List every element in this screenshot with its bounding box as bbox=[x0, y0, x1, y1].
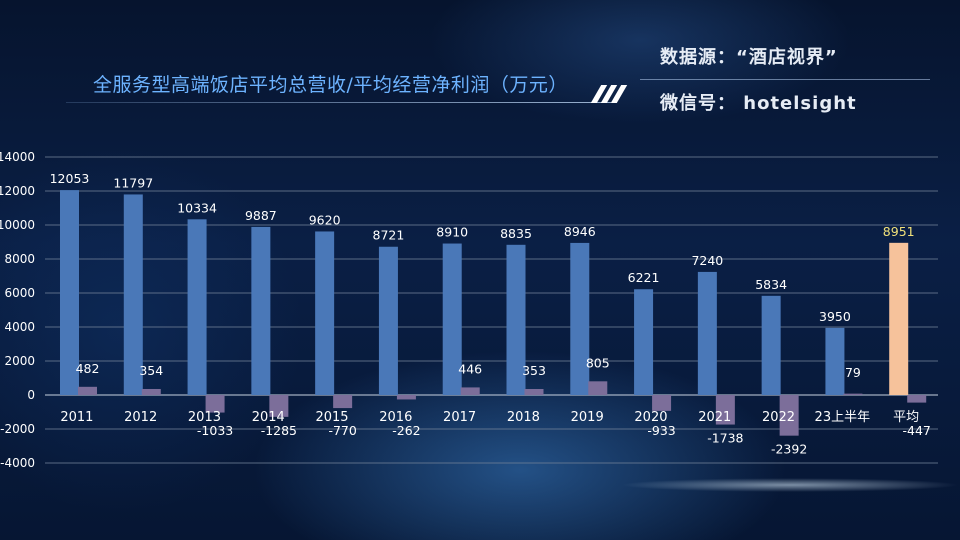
light-streak bbox=[620, 478, 960, 492]
revenue-bar bbox=[251, 226, 271, 395]
revenue-bar bbox=[315, 231, 335, 395]
revenue-bar bbox=[697, 271, 717, 395]
source-divider bbox=[640, 79, 930, 80]
revenue-bar bbox=[442, 243, 462, 395]
x-tick-label: 2018 bbox=[507, 410, 540, 425]
profit-bar bbox=[524, 388, 544, 395]
y-tick-label: 4000 bbox=[4, 320, 35, 334]
profit-bar bbox=[715, 395, 735, 425]
profit-data-label: -1738 bbox=[707, 431, 743, 446]
profit-bar bbox=[333, 395, 353, 409]
y-tick-label: 0 bbox=[27, 388, 35, 402]
revenue-bar bbox=[60, 190, 79, 395]
profit-data-label: 805 bbox=[586, 355, 610, 370]
chart-title: 全服务型高端饭店平均总营收/平均经营净利润（万元） bbox=[93, 74, 568, 96]
x-tick-label: 2011 bbox=[60, 410, 93, 425]
x-tick-label: 2012 bbox=[124, 410, 157, 425]
x-tick-label: 2016 bbox=[379, 410, 412, 425]
profit-data-label: -447 bbox=[903, 423, 931, 438]
revenue-bar bbox=[761, 295, 781, 395]
profit-bar bbox=[907, 395, 927, 403]
wechat-id: 微信号： hotelsight bbox=[660, 93, 857, 114]
profit-data-label: 354 bbox=[139, 363, 163, 378]
x-tick-label: 23上半年 bbox=[815, 410, 871, 425]
revenue-data-label: 8946 bbox=[564, 224, 596, 239]
revenue-bar bbox=[825, 327, 845, 395]
profit-bar bbox=[652, 395, 672, 411]
y-tick-label: 14000 bbox=[0, 150, 35, 164]
revenue-data-label: 3950 bbox=[819, 309, 851, 324]
profit-data-label: -770 bbox=[328, 423, 356, 438]
profit-data-label: -2392 bbox=[771, 442, 807, 457]
revenue-data-label: 6221 bbox=[628, 270, 660, 285]
x-tick-label: 2019 bbox=[571, 410, 604, 425]
profit-data-label: -1285 bbox=[261, 423, 297, 438]
x-tick-label: 2022 bbox=[762, 410, 795, 425]
revenue-data-label: 8835 bbox=[500, 226, 532, 241]
profit-data-label: -1033 bbox=[197, 423, 233, 438]
y-tick-label: 8000 bbox=[4, 252, 35, 266]
x-tick-label: 2014 bbox=[252, 410, 285, 425]
revenue-bar bbox=[506, 244, 526, 395]
revenue-data-label: 9887 bbox=[245, 208, 277, 223]
profit-bar bbox=[396, 395, 416, 400]
profit-data-label: 353 bbox=[522, 363, 546, 378]
y-tick-label: 6000 bbox=[4, 286, 35, 300]
revenue-data-label: 7240 bbox=[691, 253, 723, 268]
profit-bar bbox=[460, 387, 480, 395]
title-underline bbox=[66, 102, 611, 103]
revenue-data-label: 10334 bbox=[177, 200, 217, 215]
revenue-bar bbox=[889, 242, 909, 395]
x-tick-label: 平均 bbox=[893, 410, 919, 425]
profit-bar bbox=[588, 381, 608, 395]
y-tick-label: -2000 bbox=[0, 422, 35, 436]
profit-data-label: 446 bbox=[458, 361, 482, 376]
y-tick-label: 2000 bbox=[4, 354, 35, 368]
y-tick-label: -4000 bbox=[0, 456, 35, 470]
revenue-bar bbox=[378, 246, 398, 395]
profit-bar bbox=[269, 395, 289, 417]
x-tick-label: 2021 bbox=[698, 410, 731, 425]
revenue-bar bbox=[634, 289, 654, 395]
profit-data-label: 79 bbox=[845, 365, 861, 380]
data-source: 数据源：“酒店视界” bbox=[660, 47, 838, 68]
x-tick-label: 2020 bbox=[634, 410, 667, 425]
profit-data-label: -262 bbox=[392, 423, 420, 438]
revenue-data-label: 11797 bbox=[113, 175, 153, 190]
revenue-bar bbox=[570, 242, 590, 395]
profit-bar bbox=[205, 395, 225, 413]
profit-data-label: 482 bbox=[76, 361, 100, 376]
revenue-data-label: 5834 bbox=[755, 277, 787, 292]
revenue-data-label: 8910 bbox=[436, 225, 468, 240]
revenue-data-label: 12053 bbox=[50, 171, 90, 186]
profit-bar bbox=[141, 388, 161, 395]
profit-data-label: -933 bbox=[647, 423, 675, 438]
profit-bar bbox=[843, 393, 863, 395]
x-tick-label: 2017 bbox=[443, 410, 476, 425]
revenue-bar bbox=[187, 219, 207, 395]
revenue-data-label: 9620 bbox=[309, 212, 341, 227]
y-tick-label: 10000 bbox=[0, 218, 35, 232]
revenue-data-label: 8721 bbox=[373, 228, 405, 243]
revenue-data-label: 8951 bbox=[883, 224, 915, 239]
profit-bar bbox=[779, 395, 799, 436]
revenue-bar bbox=[123, 194, 143, 395]
x-tick-label: 2015 bbox=[315, 410, 348, 425]
profit-bar bbox=[78, 386, 97, 395]
y-tick-label: 12000 bbox=[0, 184, 35, 198]
x-tick-label: 2013 bbox=[188, 410, 221, 425]
